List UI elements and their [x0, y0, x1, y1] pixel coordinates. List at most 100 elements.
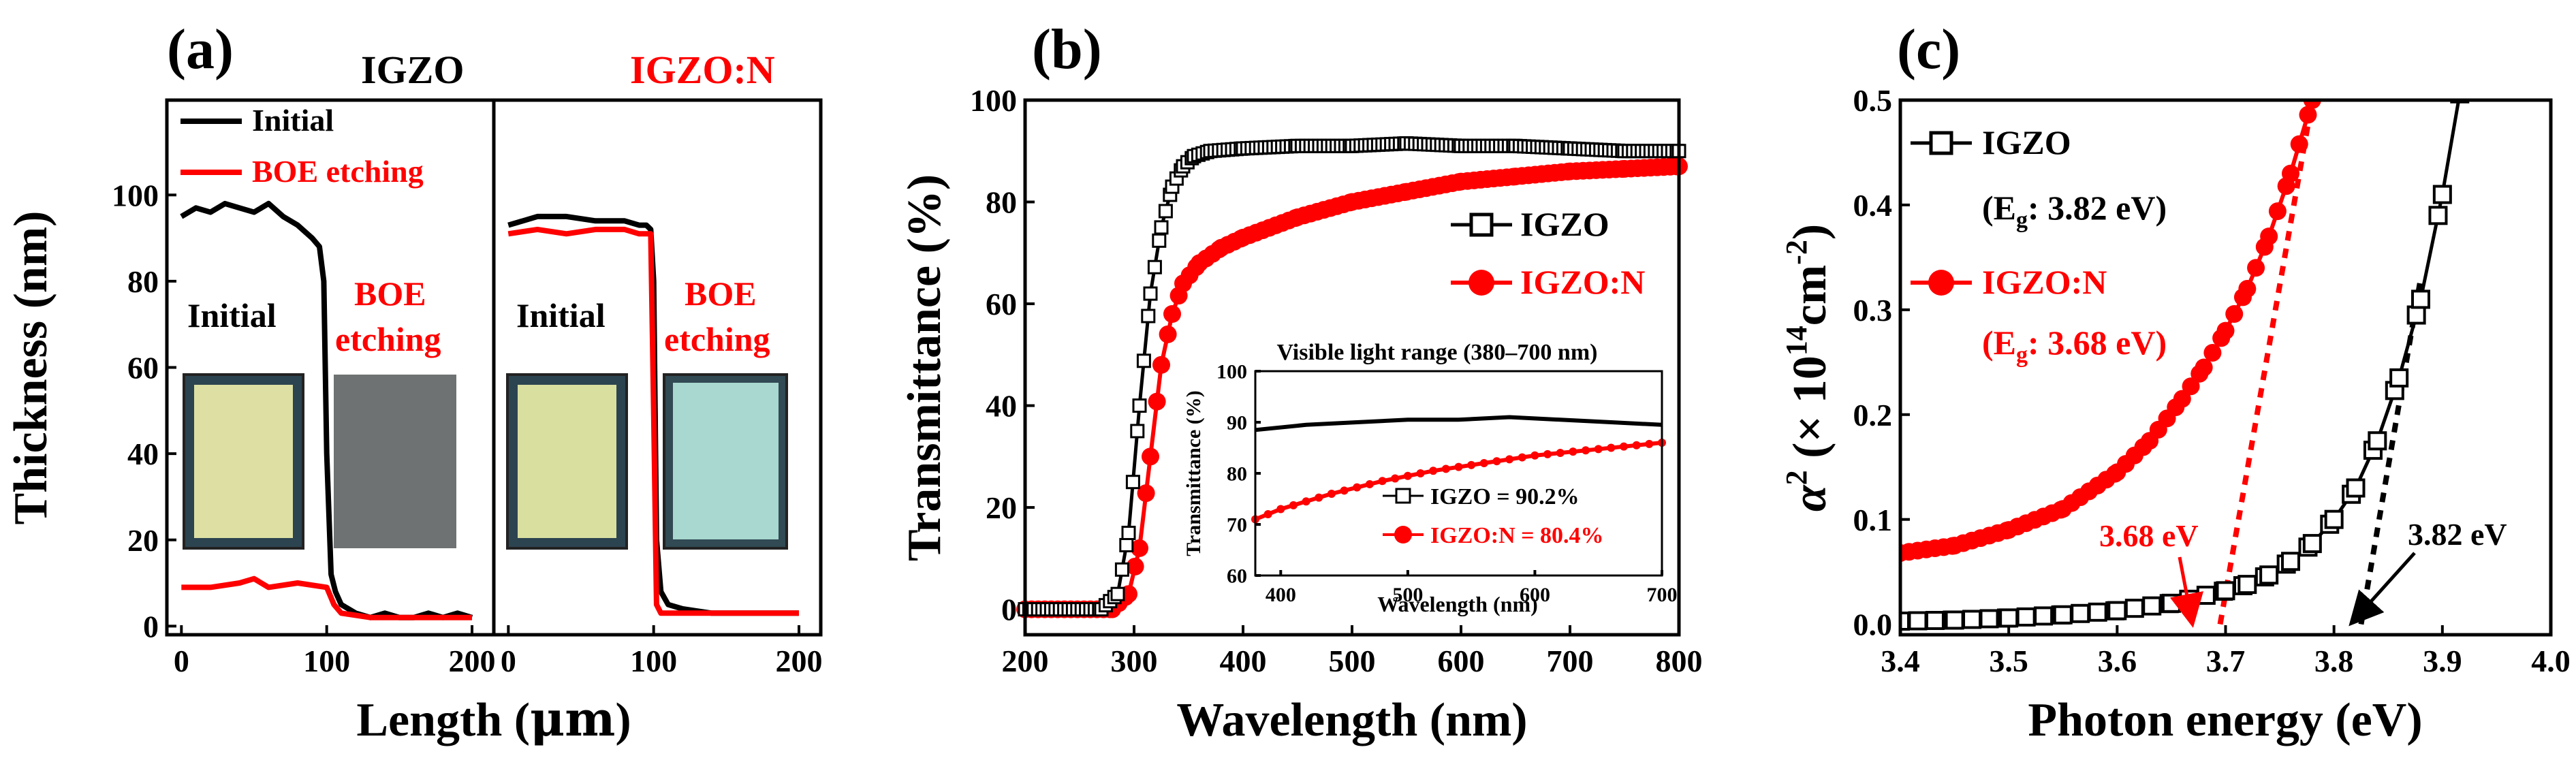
series-point-igzo [2216, 581, 2235, 601]
series-point-igzon [2282, 164, 2299, 183]
panel-c-ylabel-close: ) [1784, 224, 1836, 240]
panel-c-x-tick-label: 3.4 [1881, 644, 1920, 678]
series-point-igzo [2124, 599, 2144, 618]
series-point-igzon [2238, 280, 2257, 298]
inset-b-legend-igzon-marker [1394, 526, 1412, 543]
inset-b-y-tick-label: 90 [1227, 412, 1247, 435]
inset-b-y-tick-label: 100 [1216, 361, 1247, 383]
series-line-boe [181, 575, 472, 620]
inset-series-point-igzon [1479, 459, 1488, 467]
inset-b-x-tick-label: 500 [1392, 584, 1423, 606]
inset-b-x-ticks: 400 500 600 700 [1266, 570, 1678, 606]
panel-c-x-tick-label: 3.7 [2206, 644, 2246, 678]
panel-c-y-ticks: 0.0 0.1 0.2 0.3 0.4 0.5 [1853, 83, 1910, 642]
panel-b-ylabel: Transmittance (%) [898, 174, 951, 561]
series-point-igzon [1142, 447, 1159, 466]
series-point-igzo [2346, 478, 2366, 498]
panel-a-x-tick-label: 0 [501, 644, 516, 678]
inset-series-point-igzon [1302, 497, 1310, 506]
series-point-igzo [1110, 586, 1125, 601]
panel-c-ylabel-alpha: α [1784, 484, 1836, 511]
series-point-igzo [1132, 398, 1147, 413]
inset-b-background [1255, 371, 1662, 575]
panel-b-series [1016, 136, 1688, 618]
panel-b-y-tick-label: 60 [986, 287, 1017, 321]
series-point-igzo [1925, 611, 1945, 631]
panel-b-y-tick-label: 100 [970, 83, 1017, 118]
series-point-igzo [2016, 607, 2036, 627]
legend-c-igzon-eg-value: : 3.68 eV) [2028, 324, 2167, 362]
panel-c-y-tick-label: 0.2 [1853, 398, 1893, 432]
series-point-igzo [2142, 596, 2162, 616]
series-point-igzo [1945, 610, 1964, 630]
panel-a-y-tick-label: 60 [127, 351, 159, 385]
inset-b-xlabel: Wavelength (nm) [1377, 592, 1538, 616]
inset-series-point-igzon [1340, 486, 1349, 495]
annotation-368: 3.68 eV [2099, 518, 2199, 553]
series-point-igzon [2303, 100, 2321, 109]
series-point-igzo [2088, 602, 2107, 622]
series-point-igzon [2290, 135, 2308, 153]
inset-b-legend-igzo-marker [1395, 488, 1411, 504]
inset-label-igzo-etching: etching [335, 320, 441, 358]
legend-label-initial: Initial [252, 103, 334, 138]
tangent-line-igzon [2217, 100, 2315, 625]
panel-a-x-tick-label: 0 [174, 644, 189, 678]
inset-b-legend-igzon-label: IGZO:N = 80.4% [1430, 523, 1604, 548]
series-point-igzo [1143, 286, 1158, 301]
inset-photo-igzo-initial-film [194, 385, 293, 538]
series-point-igzo [1119, 537, 1134, 552]
inset-series-point-igzon [1391, 474, 1400, 483]
panel-b-x-tick-label: 600 [1438, 644, 1485, 678]
inset-series-point-igzon [1632, 441, 1641, 449]
legend-b-igzon-marker [1468, 270, 1494, 296]
series-point-igzon [2173, 390, 2191, 408]
series-point-igzo [2456, 61, 2472, 77]
inset-series-point-igzon [1582, 446, 1590, 455]
panel-a-y-ticks: 0 20 40 60 80 100 [112, 178, 176, 644]
series-point-igzo [1999, 608, 2019, 628]
inset-series-point-igzon [1403, 471, 1412, 480]
panel-b-x-tick-label: 700 [1547, 644, 1594, 678]
panel-c-y-tick-label: 0.3 [1853, 293, 1893, 328]
series-point-igzon [1131, 539, 1148, 557]
legend-c-igzo-eg-value: : 3.82 eV) [2028, 189, 2167, 227]
legend-c-igzo-eg: (Eg: 3.82 eV) [1982, 189, 2167, 233]
series-point-igzo [1154, 220, 1169, 235]
panel-b-x-tick-label: 800 [1656, 644, 1703, 678]
inset-b-series [1251, 415, 1666, 524]
series-point-igzo [2034, 606, 2054, 626]
series-point-igzon [2321, 24, 2338, 42]
panel-a-frame-right [492, 98, 823, 637]
inset-photo-igzo-boe [334, 375, 456, 548]
panel-b-y-tick-label: 0 [1001, 593, 1017, 627]
series-point-igzo [1125, 475, 1140, 490]
legend-b-igzon-label: IGZO:N [1520, 263, 1645, 301]
panel-a-y-tick-label: 100 [112, 178, 159, 212]
series-point-igzon [2203, 343, 2222, 362]
panel-c-series [1900, 7, 2472, 631]
inset-series-point-igzon [1365, 479, 1374, 488]
series-point-igzon [2325, 7, 2343, 25]
legend-c-igzon-eg-prefix: (E [1982, 324, 2016, 362]
panel-c-ylabel-unit: cm [1784, 265, 1836, 326]
series-point-igzo [2053, 605, 2073, 625]
inset-b-x-tick-label: 600 [1520, 584, 1550, 606]
series-point-igzo [2302, 534, 2322, 554]
panel-c-x-tick-label: 3.9 [2423, 644, 2462, 678]
inset-series-point-igzon [1353, 483, 1362, 492]
series-point-igzon [1159, 325, 1177, 343]
inset-label-igzon-etching: etching [664, 320, 770, 358]
panel-c-y-tick-label: 0.4 [1853, 188, 1893, 223]
series-point-igzo [2237, 575, 2257, 595]
panel-c-label: (c) [1897, 18, 1960, 81]
panel-a-xlabel: Length (μm) [356, 691, 631, 747]
panel-c-ylabel-alpha-sup: 2 [1780, 470, 1813, 485]
inset-series-point-igzon [1556, 449, 1565, 457]
panel-c-y-tick-label: 0.1 [1853, 503, 1893, 537]
inset-photo-igzon-initial-film [518, 385, 616, 538]
series-point-igzon [1137, 484, 1155, 503]
inset-series-point-igzon [1378, 477, 1387, 486]
legend-c-igzo-marker [1929, 131, 1953, 155]
panel-b: (b) 0 20 40 60 80 100 200 300 400 500 600 700 800 I… [898, 18, 1703, 746]
